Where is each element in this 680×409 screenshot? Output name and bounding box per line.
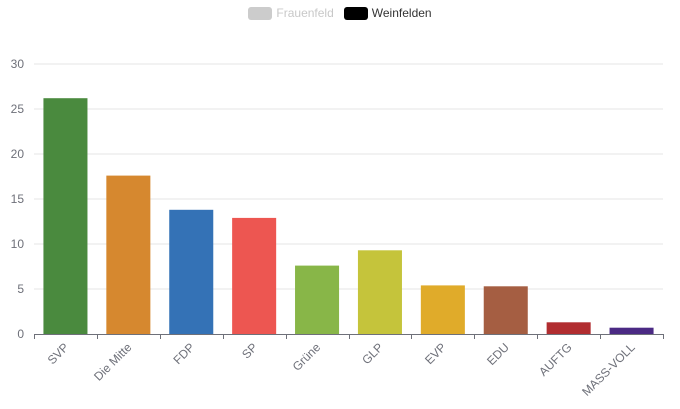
legend-label-weinfelden: Weinfelden bbox=[371, 6, 432, 20]
y-tick-label: 5 bbox=[17, 282, 24, 296]
bar-die-mitte[interactable] bbox=[106, 175, 151, 334]
bar-sp[interactable] bbox=[232, 217, 277, 334]
x-tick-label: MASS-VOLL bbox=[579, 340, 638, 399]
x-tick-label: SVP bbox=[45, 340, 72, 367]
y-tick-label: 0 bbox=[17, 327, 24, 341]
bar-edu[interactable] bbox=[483, 286, 528, 334]
bar-glp[interactable] bbox=[357, 250, 402, 334]
bar-auftg[interactable] bbox=[546, 322, 591, 334]
bar-fdp[interactable] bbox=[169, 209, 214, 334]
x-tick-label: FDP bbox=[171, 340, 198, 367]
x-tick-label: Die Mitte bbox=[91, 340, 135, 384]
legend-swatch-frauenfeld bbox=[248, 6, 273, 20]
x-tick-label: EDU bbox=[484, 340, 512, 368]
legend: Frauenfeld Weinfelden bbox=[0, 6, 680, 20]
bar-evp[interactable] bbox=[420, 285, 465, 334]
y-tick-label: 20 bbox=[11, 147, 25, 161]
y-tick-label: 30 bbox=[11, 57, 25, 71]
legend-swatch-weinfelden bbox=[343, 6, 368, 20]
y-tick-label: 25 bbox=[11, 102, 25, 116]
bar-grüne[interactable] bbox=[295, 265, 340, 334]
y-tick-label: 15 bbox=[11, 192, 25, 206]
legend-item-weinfelden[interactable]: Weinfelden bbox=[343, 6, 432, 20]
legend-label-frauenfeld: Frauenfeld bbox=[276, 6, 334, 20]
x-tick-label: EVP bbox=[422, 340, 449, 367]
x-tick-label: AUFTG bbox=[536, 340, 575, 379]
x-tick-label: GLP bbox=[359, 340, 386, 367]
bar-mass-voll[interactable] bbox=[609, 327, 654, 334]
bar-svp[interactable] bbox=[43, 98, 88, 334]
legend-item-frauenfeld[interactable]: Frauenfeld bbox=[248, 6, 334, 20]
y-tick-label: 10 bbox=[11, 237, 25, 251]
x-tick-label: Grüne bbox=[290, 340, 324, 374]
x-tick-label: SP bbox=[239, 340, 260, 361]
